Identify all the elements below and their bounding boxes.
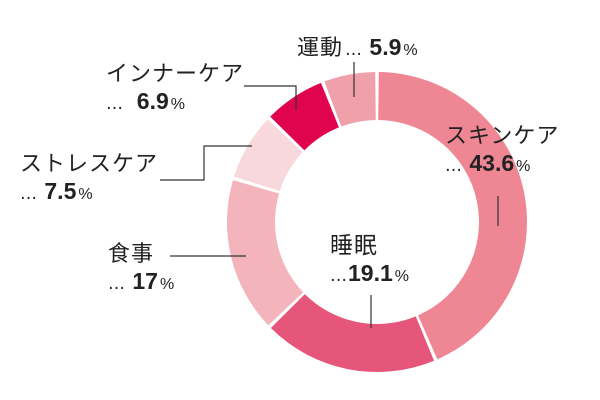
- label-diet: 食事 … 17%: [108, 242, 175, 294]
- label-inner-care: インナーケア … 6.9%: [106, 62, 245, 114]
- slice-skin-care: [378, 72, 527, 360]
- slice-inner-care: [270, 82, 339, 151]
- leader-inner-care: [244, 85, 297, 110]
- slice-diet: [227, 180, 304, 326]
- slice-exercise: [324, 72, 376, 127]
- label-stress-care: ストレスケア … 7.5%: [20, 152, 159, 204]
- slice-stress-care: [234, 119, 303, 192]
- label-skin-care: スキンケア … 43.6%: [445, 124, 560, 176]
- slice-sleep: [270, 294, 435, 373]
- leader-stress-care: [160, 145, 252, 181]
- label-sleep: 睡眠 …19.1%: [330, 233, 409, 286]
- label-exercise: 運動 … 5.9%: [297, 34, 418, 61]
